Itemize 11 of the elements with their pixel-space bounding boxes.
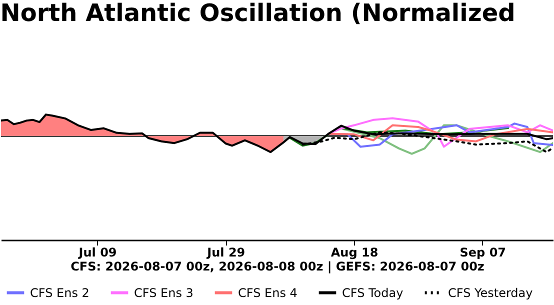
x-tick-label: Sep 07 [460,246,506,260]
legend-label: CFS Yesterday [448,286,533,300]
legend-label: CFS Ens 4 [238,286,298,300]
x-tick-label: Jul 09 [78,246,117,260]
chart-title: North Atlantic Oscillation (Normalized [0,0,516,27]
legend-label: CFS Ens 3 [134,286,194,300]
x-tick-label: Jul 29 [206,246,246,260]
legend-label: CFS Today [342,286,404,300]
x-tick-label: Aug 18 [330,246,378,260]
legend-label: CFS Ens 2 [30,286,90,300]
x-axis-title: CFS: 2026-08-07 00z, 2026-08-08 00z | GEFS: 2026-08-07 00z [70,260,484,274]
